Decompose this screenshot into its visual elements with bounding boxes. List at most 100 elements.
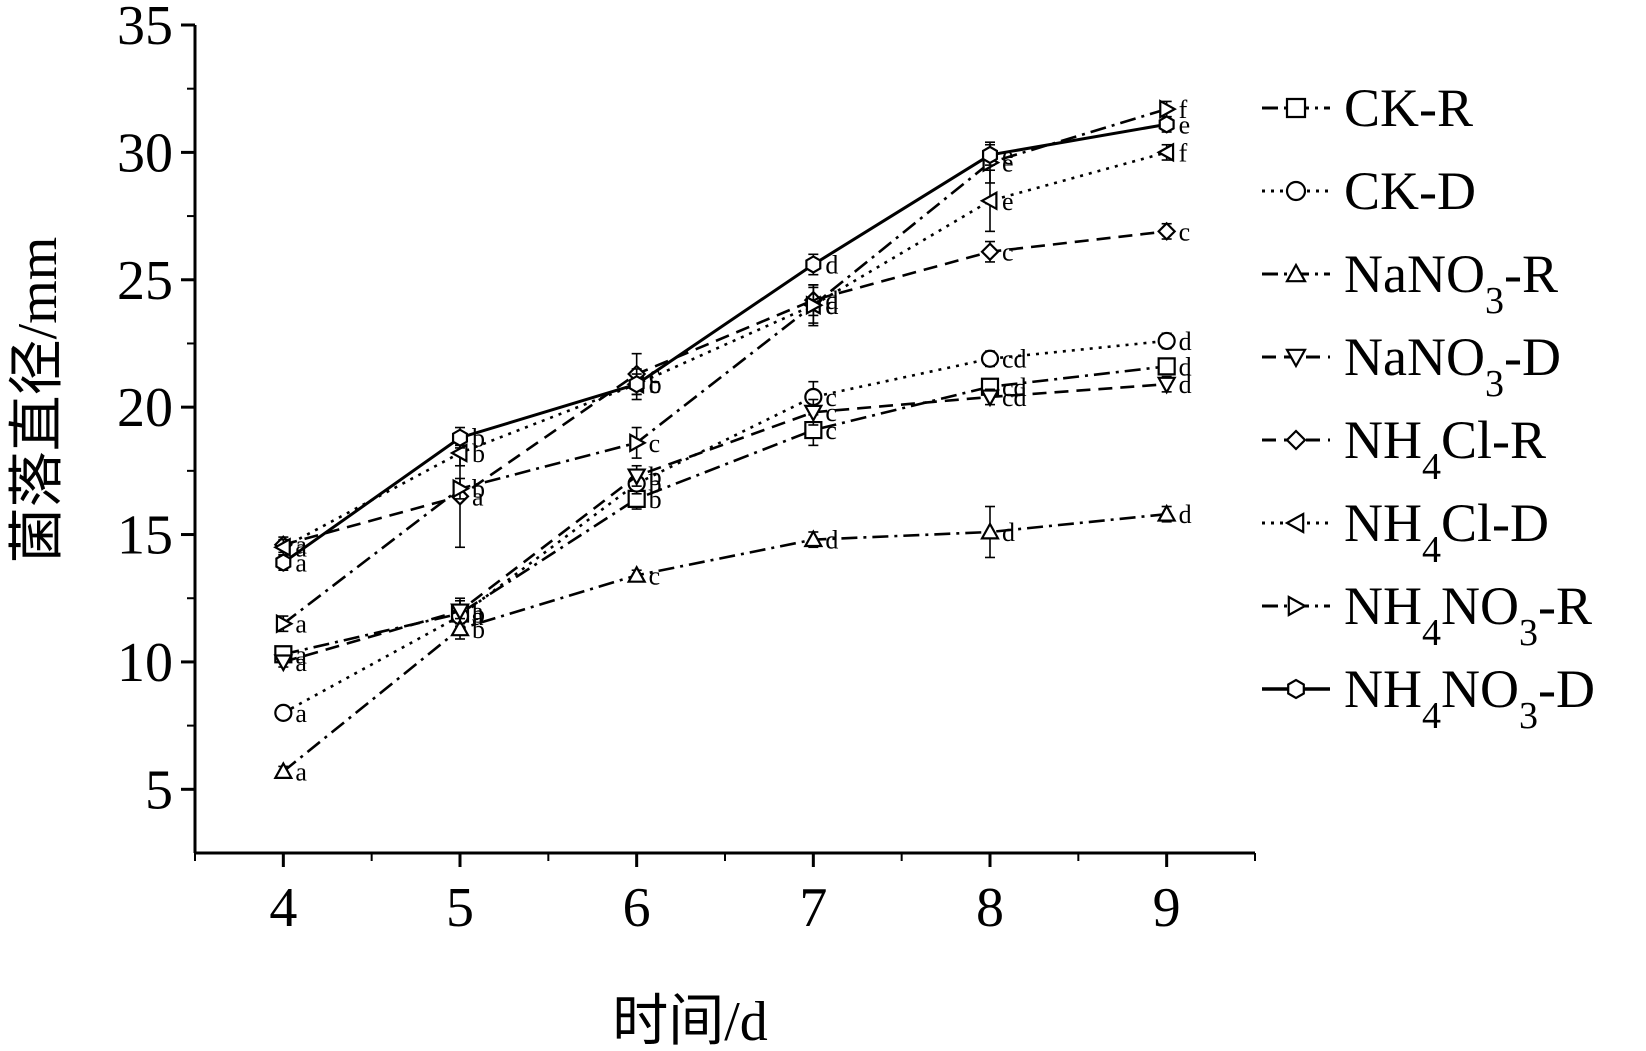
data-point bbox=[626, 565, 647, 583]
series-line bbox=[282, 339, 1167, 715]
x-axis: 4 5 6 7 8 9 bbox=[194, 851, 1256, 939]
significance-label: d bbox=[1179, 352, 1192, 381]
data-point bbox=[1157, 331, 1176, 351]
legend-label: NaNO3-D bbox=[1344, 327, 1561, 405]
data-point bbox=[1156, 376, 1177, 395]
significance-label: c bbox=[1179, 217, 1191, 246]
legend-marker bbox=[1285, 97, 1307, 119]
significance-label: a bbox=[472, 597, 484, 626]
x-tick-label: 7 bbox=[799, 877, 827, 939]
significance-label: c bbox=[825, 398, 837, 427]
legend-marker bbox=[1285, 348, 1307, 369]
significance-label: c bbox=[649, 370, 661, 399]
significance-label: b bbox=[649, 370, 662, 399]
significance-label: d bbox=[1179, 500, 1192, 529]
significance-label: a bbox=[295, 699, 307, 728]
legend-item: NH4Cl-R bbox=[1262, 410, 1546, 488]
significance-label: a bbox=[295, 549, 307, 578]
significance-label: b bbox=[472, 439, 485, 468]
data-point bbox=[1157, 357, 1176, 376]
series-line bbox=[282, 107, 1168, 625]
y-tick-label: 15 bbox=[117, 505, 173, 567]
legend-marker bbox=[1284, 512, 1305, 534]
significance-label: d bbox=[825, 291, 838, 320]
data-point bbox=[451, 428, 469, 447]
significance-label: f bbox=[1179, 138, 1188, 167]
data-point bbox=[450, 618, 470, 637]
data-point bbox=[273, 654, 294, 673]
y-tick-label: 35 bbox=[117, 0, 173, 57]
data-point bbox=[449, 443, 468, 463]
significance-label: b bbox=[649, 485, 662, 514]
significance-label: cd bbox=[1002, 345, 1027, 374]
significance-label: c bbox=[825, 383, 837, 412]
significance-label: b bbox=[472, 475, 485, 504]
data-point bbox=[980, 349, 1000, 368]
x-tick-label: 9 bbox=[1153, 877, 1181, 939]
legend-label: NH4Cl-D bbox=[1344, 493, 1549, 571]
data-point bbox=[275, 613, 294, 634]
significance-label: a bbox=[472, 602, 484, 631]
legend-label: NaNO3-R bbox=[1344, 244, 1558, 322]
legend-marker bbox=[1285, 262, 1307, 283]
y-tick-label: 20 bbox=[117, 377, 173, 439]
significance-label: a bbox=[472, 482, 484, 511]
data-point bbox=[980, 389, 1000, 408]
legend-item: NH4NO3-D bbox=[1262, 659, 1595, 737]
y-tick-label: 25 bbox=[117, 250, 173, 312]
significance-label: b bbox=[649, 462, 662, 491]
series-line bbox=[282, 122, 1167, 564]
data-point bbox=[805, 255, 822, 274]
significance-label: b bbox=[472, 424, 485, 453]
data-point bbox=[452, 478, 471, 499]
legend-label: NH4NO3-R bbox=[1344, 576, 1592, 654]
significance-label: c bbox=[825, 416, 837, 445]
significance-label: d bbox=[1179, 370, 1192, 399]
significance-label: d bbox=[825, 286, 838, 315]
legend-label: NH4Cl-R bbox=[1344, 410, 1546, 488]
significance-label: b bbox=[472, 615, 485, 644]
data-point bbox=[1159, 99, 1177, 119]
x-tick-label: 8 bbox=[976, 877, 1004, 939]
significance-label: d bbox=[1002, 518, 1015, 547]
data-point bbox=[979, 190, 998, 211]
data-point bbox=[273, 761, 294, 779]
significance-label: e bbox=[1002, 187, 1014, 216]
significance-label: e bbox=[1179, 110, 1191, 139]
data-point bbox=[981, 145, 999, 165]
legend-marker bbox=[1285, 180, 1307, 202]
significance-label: d bbox=[1179, 327, 1192, 356]
y-axis: 5 10 15 20 25 30 35 bbox=[117, 0, 197, 853]
legend-marker bbox=[1285, 429, 1307, 451]
legend-label: CK-D bbox=[1344, 161, 1476, 221]
significance-label: b bbox=[649, 470, 662, 499]
legend-item: NaNO3-R bbox=[1262, 244, 1558, 322]
legend-label: CK-R bbox=[1344, 78, 1473, 138]
data-point bbox=[626, 468, 647, 487]
data-point bbox=[1156, 142, 1175, 163]
series-line bbox=[282, 512, 1167, 773]
legend-item: CK-R bbox=[1262, 78, 1473, 138]
data-point bbox=[805, 295, 824, 316]
series-line bbox=[283, 365, 1167, 656]
x-tick-label: 5 bbox=[446, 877, 474, 939]
significance-label: a bbox=[295, 648, 307, 677]
legend-marker bbox=[1287, 678, 1305, 700]
legend: CK-RCK-DNaNO3-RNaNO3-DNH4Cl-RNH4Cl-DNH4N… bbox=[1262, 78, 1595, 737]
data-point bbox=[803, 529, 824, 548]
data-point bbox=[980, 242, 1000, 262]
significance-label: d bbox=[825, 250, 838, 279]
data-point bbox=[1158, 115, 1175, 134]
legend-item: NH4Cl-D bbox=[1262, 493, 1549, 571]
significance-label: e bbox=[1002, 149, 1014, 178]
y-tick-label: 10 bbox=[117, 632, 173, 694]
legend-marker bbox=[1287, 595, 1308, 617]
legend-item: NaNO3-D bbox=[1262, 327, 1561, 405]
